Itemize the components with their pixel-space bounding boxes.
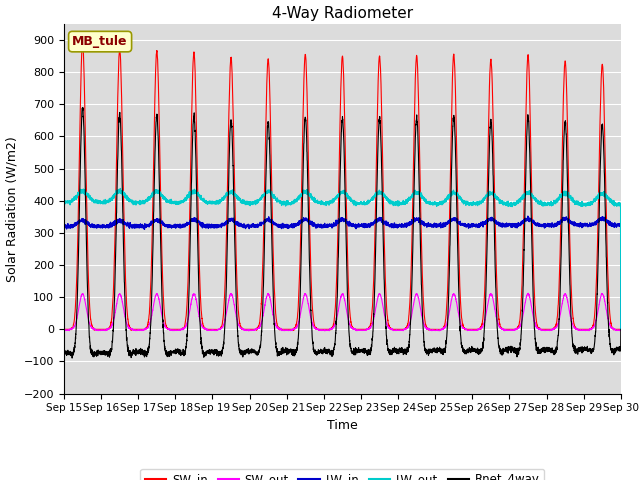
SW_in [79, 40, 86, 46]
SW_in [322, 326, 330, 332]
Line: Rnet_4way: Rnet_4way [64, 108, 621, 358]
SW_out [160, 321, 168, 327]
LW_out [616, 202, 624, 207]
Line: LW_in: LW_in [64, 216, 621, 329]
Rnet_4way [322, 350, 330, 356]
SW_in [468, 326, 476, 332]
Rnet_4way [436, 346, 444, 351]
Legend: SW_in, SW_out, LW_in, LW_out, Rnet_4way: SW_in, SW_out, LW_in, LW_out, Rnet_4way [140, 469, 545, 480]
LW_in [160, 222, 168, 228]
SW_in [616, 326, 624, 332]
LW_out [467, 202, 475, 208]
Line: LW_out: LW_out [64, 189, 621, 329]
SW_in [499, 326, 507, 332]
SW_out [524, 290, 532, 296]
SW_out [499, 326, 507, 332]
Rnet_4way [60, 351, 68, 357]
Line: SW_in: SW_in [64, 43, 621, 330]
LW_out [436, 201, 444, 207]
LW_out [161, 196, 168, 202]
LW_in [616, 222, 624, 228]
LW_out [322, 201, 330, 206]
Rnet_4way [617, 326, 625, 332]
LW_in [467, 222, 475, 228]
LW_out [499, 200, 507, 205]
SW_out [60, 327, 68, 333]
SW_out [322, 327, 330, 333]
LW_out [617, 326, 625, 332]
Line: SW_out: SW_out [64, 293, 621, 331]
LW_in [60, 224, 68, 230]
Text: MB_tule: MB_tule [72, 35, 128, 48]
LW_in [524, 213, 532, 219]
SW_in [290, 327, 298, 333]
Title: 4-Way Radiometer: 4-Way Radiometer [272, 6, 413, 22]
LW_in [436, 223, 444, 229]
SW_out [436, 327, 444, 333]
SW_out [244, 328, 252, 334]
Rnet_4way [68, 355, 76, 361]
Rnet_4way [499, 348, 507, 353]
Rnet_4way [79, 105, 86, 110]
Rnet_4way [161, 341, 168, 347]
SW_in [436, 326, 444, 332]
X-axis label: Time: Time [327, 419, 358, 432]
SW_in [161, 307, 168, 313]
LW_out [60, 199, 68, 204]
SW_in [617, 326, 625, 332]
LW_in [499, 222, 506, 228]
SW_out [467, 327, 475, 333]
SW_in [60, 326, 68, 332]
Rnet_4way [616, 345, 624, 350]
Rnet_4way [468, 347, 476, 352]
SW_out [616, 327, 624, 333]
SW_out [617, 326, 625, 332]
LW_out [116, 186, 124, 192]
Y-axis label: Solar Radiation (W/m2): Solar Radiation (W/m2) [5, 136, 18, 282]
LW_in [322, 223, 330, 229]
LW_in [617, 326, 625, 332]
